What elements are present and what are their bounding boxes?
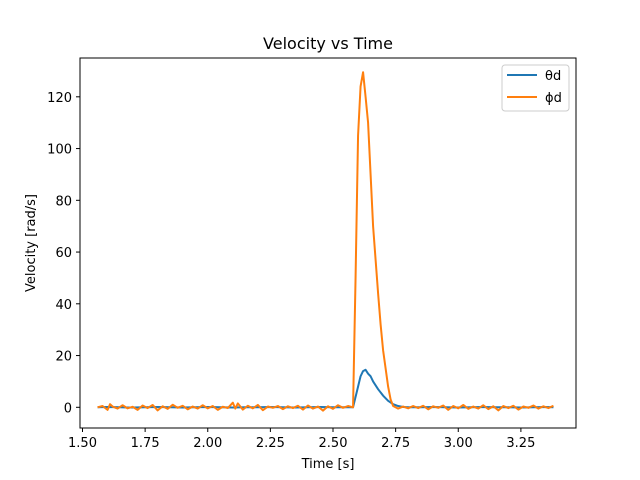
x-tick-label: 1.75 bbox=[131, 436, 160, 451]
x-axis-ticks: 1.50 1.75 2.00 2.25 2.50 2.75 3.00 3.25 bbox=[68, 428, 535, 451]
y-tick-label: 20 bbox=[55, 350, 72, 365]
y-axis-ticks: 0 20 40 60 80 100 120 bbox=[47, 91, 80, 416]
legend-label-phi: ϕd bbox=[545, 91, 562, 106]
y-tick-label: 40 bbox=[55, 298, 72, 313]
y-tick-label: 60 bbox=[55, 246, 72, 261]
legend-frame bbox=[501, 64, 570, 112]
series-layer bbox=[97, 71, 554, 412]
x-tick-label: 2.25 bbox=[256, 436, 285, 451]
x-tick-label: 3.25 bbox=[506, 436, 535, 451]
plot-area bbox=[79, 57, 577, 429]
x-tick-label: 2.00 bbox=[193, 436, 222, 451]
y-tick-label: 120 bbox=[47, 91, 72, 106]
plot-frame bbox=[79, 57, 577, 429]
y-tick-label: 80 bbox=[55, 194, 72, 209]
x-axis-label: Time [s] bbox=[301, 457, 355, 472]
x-tick-label: 3.00 bbox=[444, 436, 473, 451]
legend-label-theta: θd bbox=[545, 69, 561, 84]
chart-title: Velocity vs Time bbox=[263, 34, 393, 53]
legend: θd ϕd bbox=[501, 64, 570, 112]
y-tick-label: 0 bbox=[64, 401, 72, 416]
series-line-phi bbox=[97, 71, 554, 412]
x-tick-label: 2.75 bbox=[381, 436, 410, 451]
y-tick-label: 100 bbox=[47, 143, 72, 158]
y-axis-label: Velocity [rad/s] bbox=[24, 194, 39, 292]
x-tick-label: 2.50 bbox=[319, 436, 348, 451]
x-tick-label: 1.50 bbox=[68, 436, 97, 451]
